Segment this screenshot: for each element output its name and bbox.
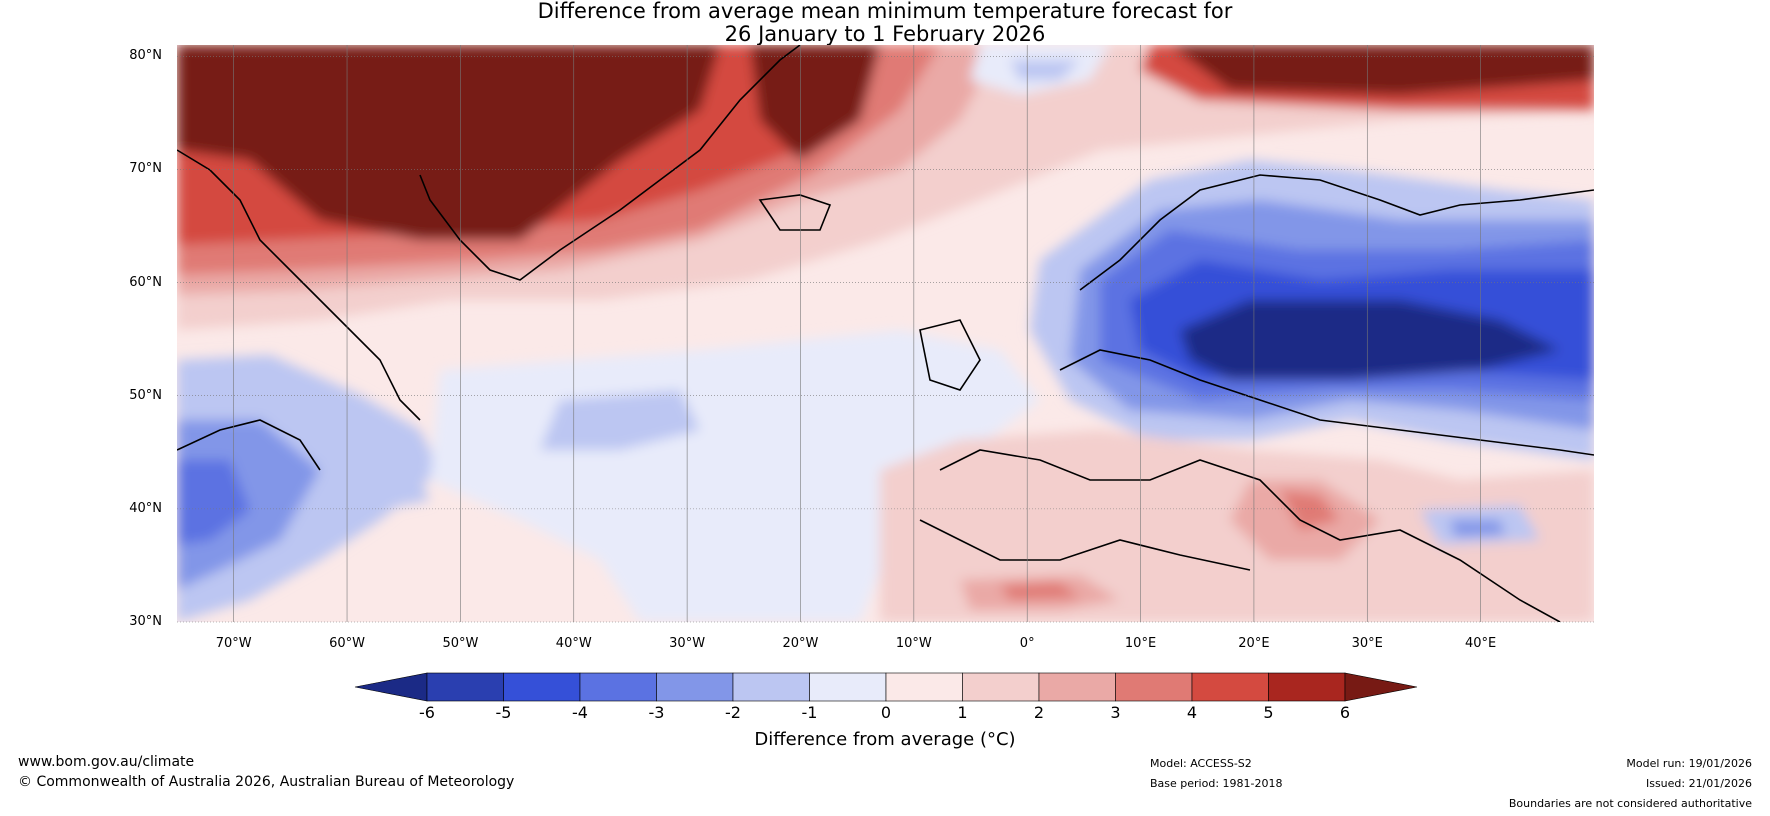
colorbar-segment — [1268, 672, 1346, 702]
longitude-label: 10°E — [1124, 636, 1157, 651]
colorbar-tick-label: 4 — [1186, 703, 1198, 722]
colorbar-tick-label: -4 — [572, 703, 588, 722]
colorbar-segment — [732, 672, 810, 702]
longitude-label: 30°E — [1351, 636, 1383, 651]
longitude-label: 70°W — [215, 636, 252, 651]
colorbar-label: Difference from average (°C) — [754, 729, 1016, 750]
website-link[interactable]: www.bom.gov.au/climate — [18, 754, 195, 770]
colorbar-tick-label: -2 — [725, 703, 741, 722]
colorbar-segment — [426, 672, 504, 702]
colorbar-tick-label: 1 — [957, 703, 968, 722]
colorbar-segment — [1115, 672, 1193, 702]
colorbar-tick-label: 2 — [1033, 703, 1045, 722]
colorbar-segment — [1191, 672, 1269, 702]
colorbar-segment — [885, 672, 963, 702]
colorbar-tick-label: 3 — [1110, 703, 1121, 722]
colorbar-extend-low — [354, 672, 428, 702]
anomaly-field — [177, 45, 1594, 622]
longitude-label: 0° — [1019, 636, 1035, 651]
base-period: Base period: 1981-2018 — [1150, 777, 1283, 790]
colorbar — [354, 672, 1418, 702]
graticule — [177, 45, 1594, 623]
colorbar-extend-high — [1344, 672, 1418, 702]
colorbar-segment — [579, 672, 657, 702]
latitude-label: 30°N — [129, 614, 162, 629]
map-title: Difference from average mean minimum tem… — [0, 0, 1770, 46]
boundary-disclaimer: Boundaries are not considered authoritat… — [1508, 797, 1752, 810]
colorbar-segment — [503, 672, 581, 702]
longitude-label: 50°W — [442, 636, 479, 651]
title-line-2: 26 January to 1 February 2026 — [724, 22, 1046, 46]
longitude-label: 60°W — [329, 636, 365, 651]
latitude-label: 60°N — [129, 274, 162, 290]
colorbar-segment — [1038, 672, 1116, 702]
coastlines — [177, 45, 1594, 622]
latitude-label: 40°N — [129, 500, 162, 516]
colorbar-tick-label: -1 — [801, 703, 818, 722]
model-name: Model: ACCESS-S2 — [1150, 757, 1252, 770]
colorbar-segment — [656, 672, 734, 702]
longitude-label: 30°W — [669, 636, 706, 651]
colorbar-tick-label: 6 — [1339, 703, 1351, 722]
longitude-label: 40°E — [1464, 636, 1497, 651]
longitude-label: 10°W — [895, 636, 932, 651]
colorbar-tick-label: -5 — [495, 703, 512, 722]
longitude-label: 20°E — [1238, 636, 1270, 651]
longitude-label: 40°W — [555, 636, 592, 651]
latitude-label: 80°N — [129, 48, 162, 64]
title-line-1: Difference from average mean minimum tem… — [537, 0, 1233, 23]
latitude-label: 70°N — [129, 161, 162, 177]
model-run: Model run: 19/01/2026 — [1626, 757, 1752, 770]
longitude-label: 20°W — [782, 636, 819, 651]
colorbar-segment — [962, 672, 1040, 702]
latitude-label: 50°N — [129, 387, 162, 403]
colorbar-segment — [809, 672, 887, 702]
copyright-text: © Commonwealth of Australia 2026, Austra… — [18, 774, 515, 790]
issued-date: Issued: 21/01/2026 — [1645, 777, 1752, 790]
colorbar-tick-label: -3 — [648, 703, 665, 722]
colorbar-tick-label: -6 — [419, 703, 435, 722]
colorbar-tick-label: 0 — [880, 703, 892, 722]
colorbar-tick-label: 5 — [1263, 703, 1274, 722]
